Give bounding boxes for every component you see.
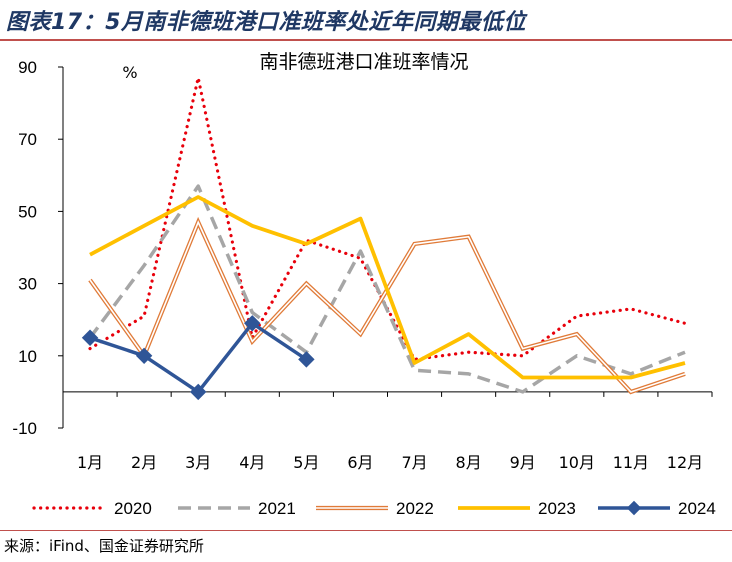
legend-item-2023: 2023 bbox=[458, 499, 576, 518]
x-tick-label: 2月 bbox=[131, 453, 157, 472]
x-tick-label: 11月 bbox=[613, 453, 649, 472]
legend-item-2021: 2021 bbox=[178, 499, 296, 518]
series-layer bbox=[81, 76, 687, 401]
chart: -10 10 30 50 70 90 1月 2月 3月 4月 5月 6月 7月 8月 9月 10月 11月 12月… bbox=[12, 51, 716, 518]
x-tick-label: 10月 bbox=[559, 453, 595, 472]
x-tick-label: 12月 bbox=[667, 453, 703, 472]
series-line-2024 bbox=[89, 321, 308, 394]
series-2021 bbox=[88, 184, 686, 394]
legend-label-2022: 2022 bbox=[396, 499, 434, 518]
data-point-2024 bbox=[298, 351, 315, 368]
series-2024 bbox=[81, 315, 315, 401]
figure-header: 图表17：5月南非德班港口准班率处近年同期最低位 bbox=[0, 0, 732, 41]
y-tick-label: 10 bbox=[18, 347, 37, 366]
y-tick-label: 70 bbox=[18, 130, 37, 149]
axes: -10 10 30 50 70 90 1月 2月 3月 4月 5月 6月 7月 8月 9月 10月 11月 12月 bbox=[12, 58, 713, 472]
series-line-2020 bbox=[88, 76, 687, 361]
y-tick-label: 30 bbox=[18, 275, 37, 294]
header-rule bbox=[0, 39, 732, 41]
data-point-2024 bbox=[135, 347, 153, 365]
series-line-2021 bbox=[88, 184, 686, 394]
series-2020 bbox=[88, 76, 687, 361]
source-note: 来源：iFind、国金证券研究所 bbox=[4, 537, 204, 555]
y-tick-label: -10 bbox=[12, 419, 37, 438]
y-tick-label: 50 bbox=[18, 202, 37, 221]
footer-rule bbox=[0, 530, 732, 531]
legend-label-2020: 2020 bbox=[114, 499, 152, 518]
legend-marker-2024 bbox=[626, 500, 642, 516]
legend-label-2024: 2024 bbox=[678, 499, 716, 518]
x-tick-label: 3月 bbox=[185, 453, 211, 472]
series-line-2023 bbox=[89, 195, 686, 380]
data-point-2024 bbox=[81, 329, 99, 346]
legend-item-2020: 2020 bbox=[32, 499, 152, 518]
x-tick-label: 5月 bbox=[293, 453, 319, 472]
x-tick-label: 1月 bbox=[77, 453, 103, 472]
legend: 2020 2021 2022 2023 2024 bbox=[32, 499, 716, 518]
y-tick-label: 90 bbox=[18, 58, 37, 77]
x-tick-label: 9月 bbox=[510, 453, 536, 472]
x-tick-label: 4月 bbox=[239, 453, 265, 472]
data-point-2024 bbox=[190, 383, 207, 401]
legend-label-2021: 2021 bbox=[258, 499, 296, 518]
chart-title: 南非德班港口准班率情况 bbox=[259, 51, 468, 73]
x-tick-label: 6月 bbox=[347, 453, 373, 472]
legend-item-2024: 2024 bbox=[598, 499, 716, 518]
x-tick-label: 8月 bbox=[456, 453, 482, 472]
x-tick-label: 7月 bbox=[401, 453, 427, 472]
figure-title: 图表17：5月南非德班港口准班率处近年同期最低位 bbox=[6, 10, 526, 35]
unit-label: % bbox=[122, 63, 137, 82]
data-point-2024 bbox=[244, 315, 261, 332]
legend-item-2022: 2022 bbox=[316, 499, 434, 518]
legend-label-2023: 2023 bbox=[538, 499, 576, 518]
series-2023 bbox=[89, 195, 686, 380]
